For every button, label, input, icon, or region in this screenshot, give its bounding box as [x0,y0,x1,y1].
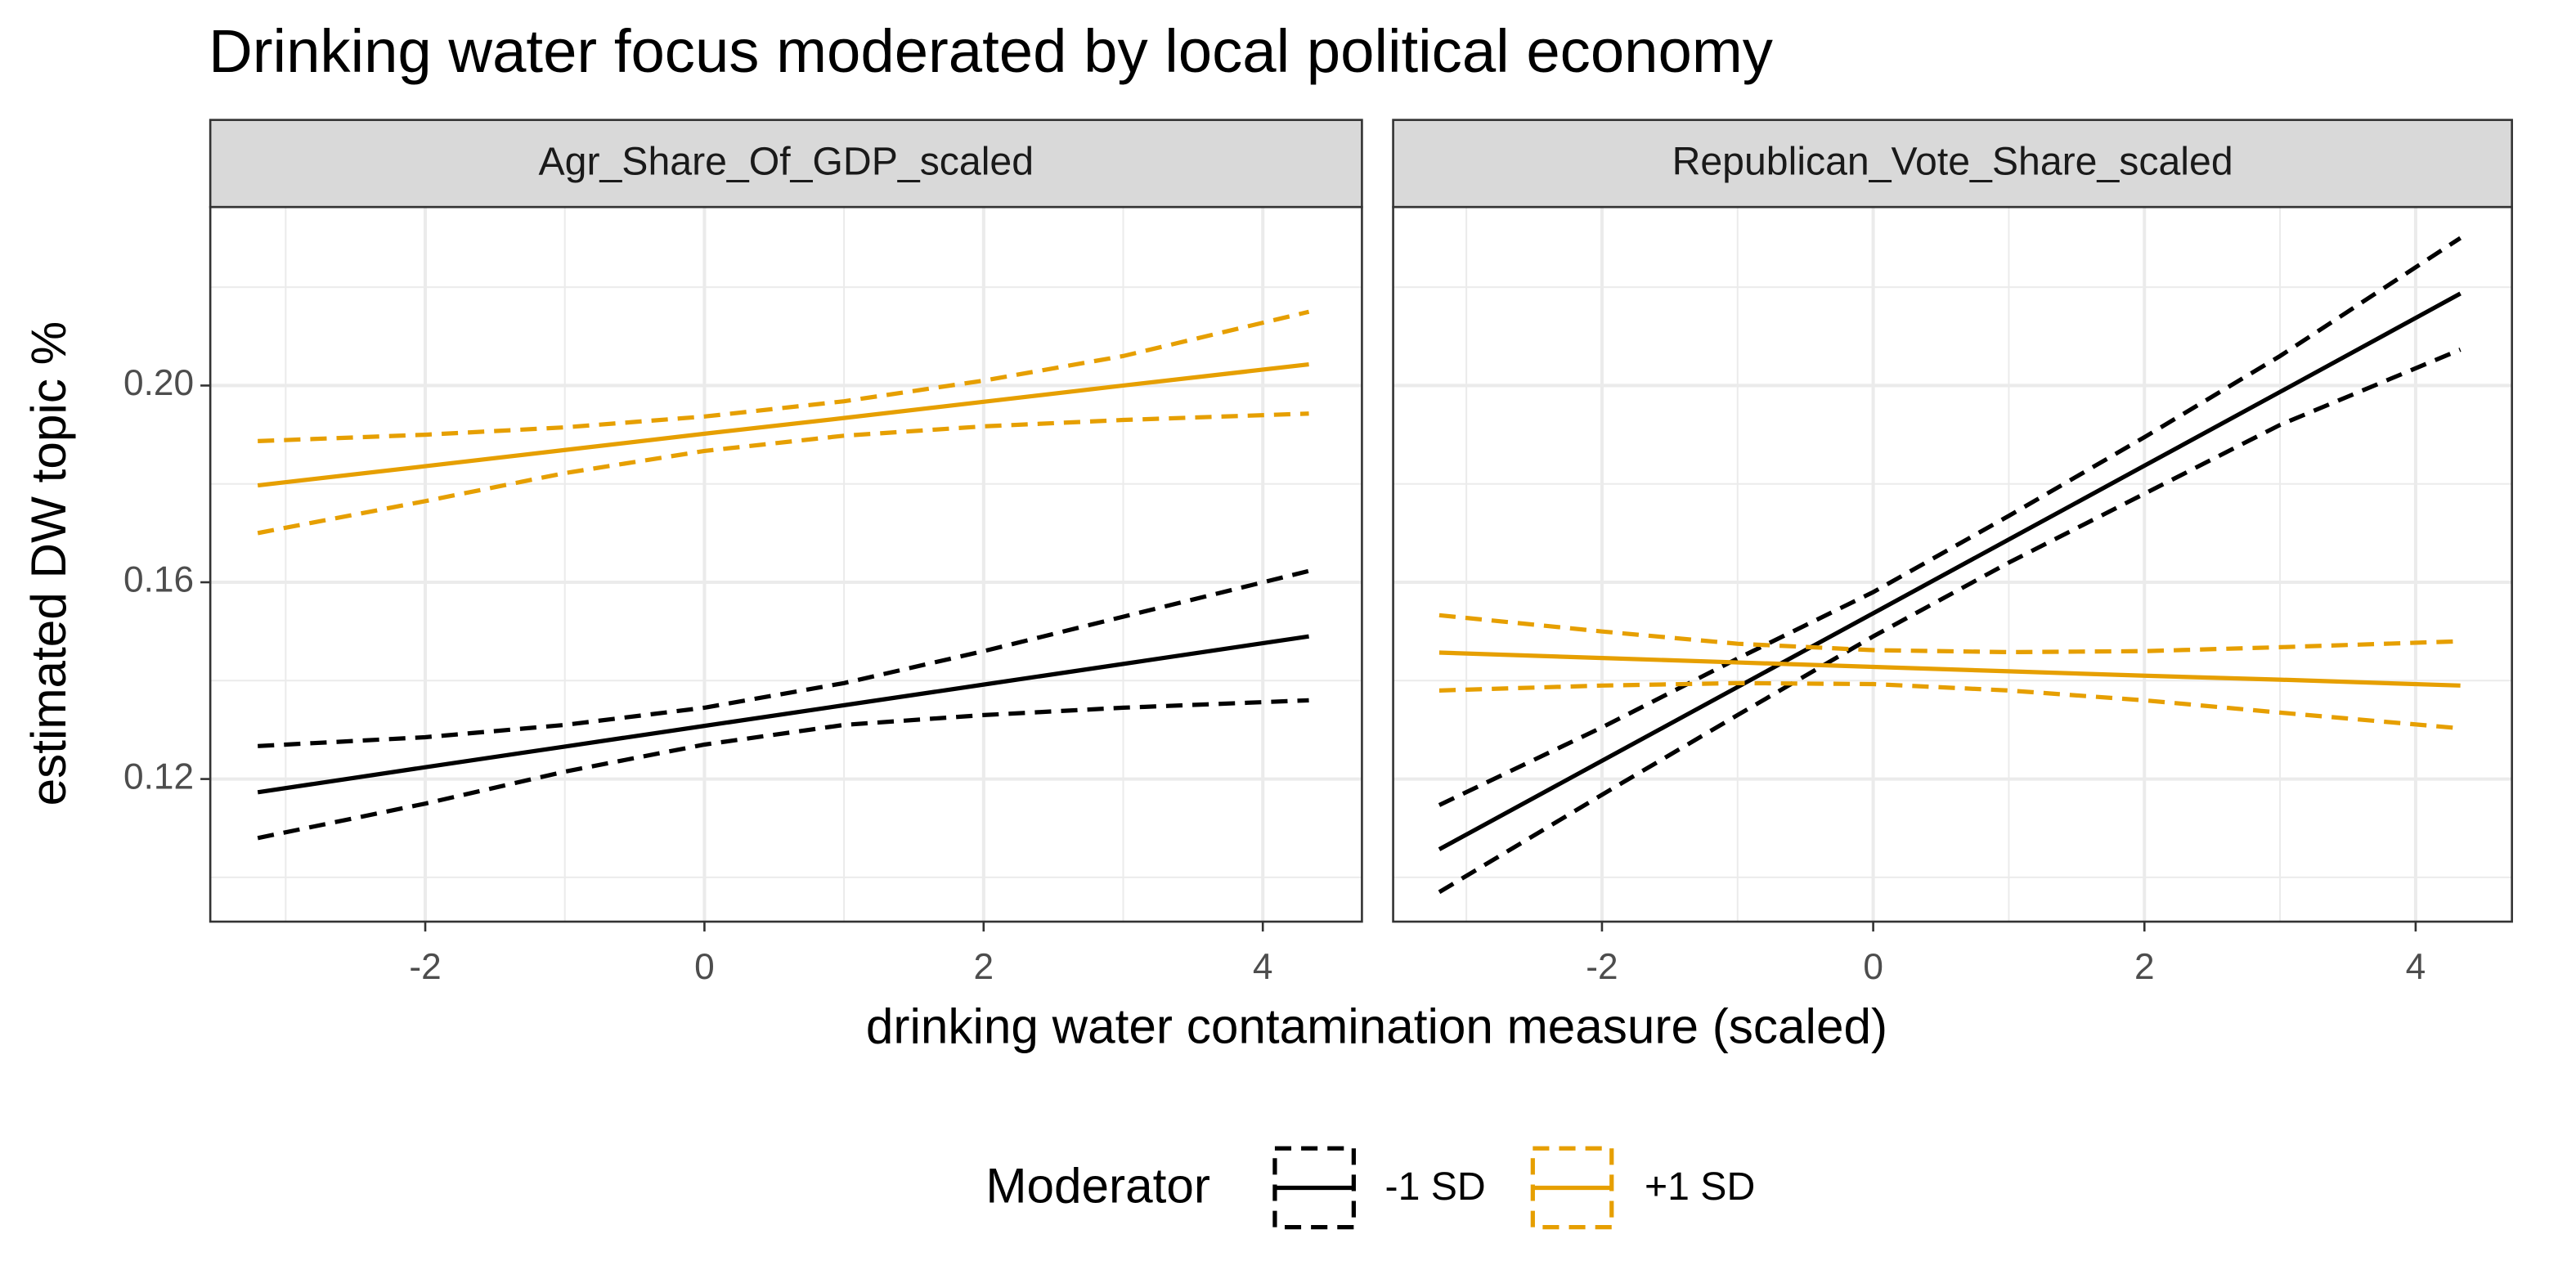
x-tick-label: -2 [409,947,441,987]
x-tick-label: 2 [2134,947,2155,987]
x-tick-label: -2 [1586,947,1618,987]
confidence-band [258,309,1310,444]
legend-title: Moderator [985,1157,1210,1213]
y-axis-label: estimated DW topic % [20,321,76,806]
legend-label: -1 SD [1385,1165,1486,1209]
confidence-band [257,698,1309,841]
legend-key-band [1530,1146,1614,1230]
confidence-band [1438,613,2461,655]
strip [1392,119,2513,209]
panel-border [209,205,1363,923]
fit-line [1438,650,2461,688]
y-tick-label: 0.12 [123,756,194,797]
fit-line [257,361,1309,488]
strip-label: Agr_Share_Of_GDP_scaled [538,140,1034,184]
confidence-band [1438,680,2461,731]
legend-label: +1 SD [1645,1165,1755,1209]
y-tick-label: 0.20 [123,363,194,403]
fit-line [257,634,1309,795]
legend-key-band [1272,1146,1356,1230]
confidence-band [257,411,1309,536]
x-tick-label: 2 [974,947,994,987]
confidence-band [258,568,1310,748]
strip [209,119,1363,209]
x-tick-label: 4 [2406,947,2426,987]
x-tick-label: 4 [1253,947,1273,987]
y-tick-label: 0.16 [123,560,194,600]
fit-line [1438,291,2462,851]
x-tick-label: 0 [694,947,715,987]
confidence-band [1438,348,2462,895]
x-axis-label: drinking water contamination measure (sc… [866,999,1887,1054]
strip-label: Republican_Vote_Share_scaled [1672,140,2233,184]
confidence-band [1438,236,2462,807]
x-tick-label: 0 [1863,947,1883,987]
chart-title: Drinking water focus moderated by local … [209,17,1774,85]
